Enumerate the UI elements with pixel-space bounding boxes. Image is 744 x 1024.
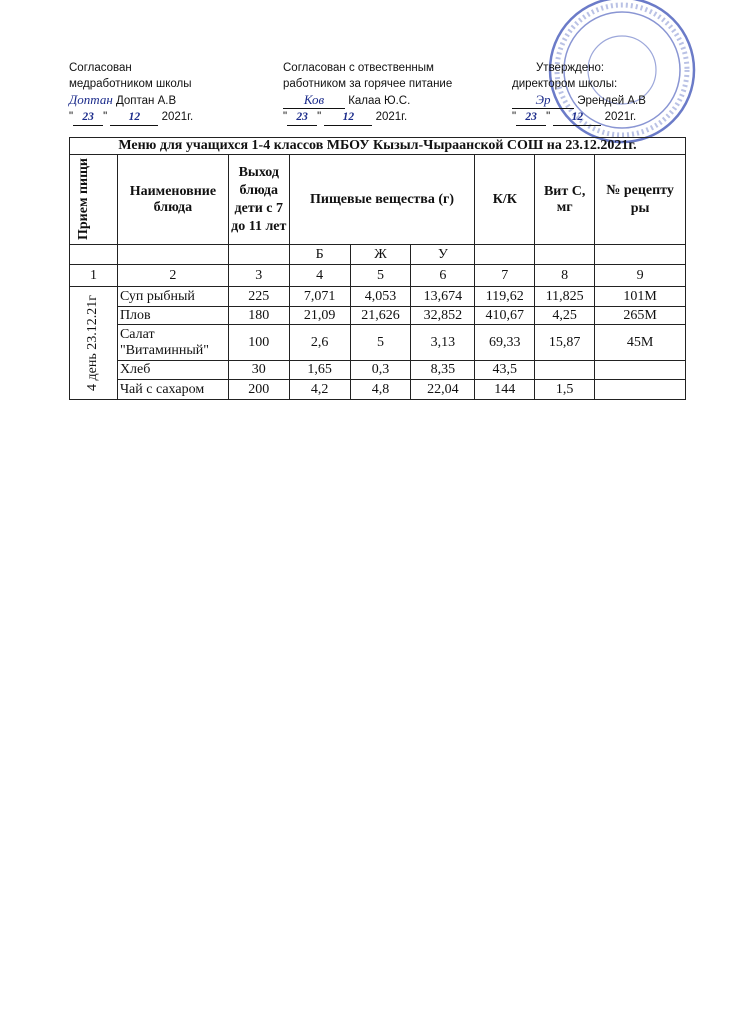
approval-line2: работником за горячее питание: [283, 78, 453, 90]
dish-name: Салат "Витаминный": [116, 324, 229, 361]
vitc: 11,825: [534, 286, 596, 307]
approval-line1: Утверждено:: [536, 62, 605, 74]
dish-name: Хлеб: [116, 360, 229, 380]
approval-director: Утверждено: директором школы: Эр Эрендей…: [512, 60, 646, 126]
header-meal: Прием пищи: [69, 154, 118, 245]
header-dish: Наименовние блюда: [116, 154, 229, 245]
kcal: 119,62: [474, 286, 536, 307]
approval-line2: медработником школы: [69, 78, 192, 90]
carbs: 3,13: [410, 324, 476, 361]
recipe: [594, 360, 686, 380]
portion: 225: [227, 286, 290, 307]
dish-name: Плов: [116, 306, 229, 325]
approval-line1: Согласован с отвественным: [283, 62, 434, 74]
col-num: 8: [534, 264, 596, 287]
protein: 7,071: [288, 286, 351, 307]
table-row: Чай с сахаром 200 4,2 4,8 22,04 144 1,5: [70, 379, 686, 400]
approver-name: Калаа Ю.С.: [348, 95, 411, 107]
header-recipe: № рецепту ры: [594, 154, 686, 245]
portion: 100: [227, 324, 290, 361]
carbs: 22,04: [410, 379, 476, 400]
carbs: 13,674: [410, 286, 476, 307]
fat: 4,8: [349, 379, 412, 400]
day: 23: [287, 109, 318, 126]
recipe: [594, 379, 686, 400]
signature: Эр: [512, 92, 574, 109]
header-fat: Ж: [349, 244, 412, 265]
year: 2021г.: [161, 111, 194, 123]
header-nutrients: Пищевые вещества (г): [288, 154, 476, 245]
approval-food: Согласован с отвественным работником за …: [283, 60, 452, 126]
portion: 180: [227, 306, 290, 325]
kcal: 144: [474, 379, 536, 400]
carbs: 32,852: [410, 306, 476, 325]
year: 2021г.: [604, 111, 637, 123]
header-vitc: Вит С, мг: [534, 154, 596, 245]
col-num: 5: [349, 264, 412, 287]
approver-name: Доптан А.В: [115, 95, 177, 107]
kcal: 69,33: [474, 324, 536, 361]
vitc: 4,25: [534, 306, 596, 325]
protein: 4,2: [288, 379, 351, 400]
col-num: 4: [288, 264, 351, 287]
dish-name: Суп рыбный: [116, 286, 229, 307]
col-num: 7: [474, 264, 536, 287]
month: 12: [324, 109, 373, 126]
table-row: Хлеб 30 1,65 0,3 8,35 43,5: [70, 360, 686, 380]
col-num: 6: [410, 264, 476, 287]
col-num: 9: [594, 264, 686, 287]
protein: 2,6: [288, 324, 351, 361]
vitc: [534, 360, 596, 380]
year: 2021г.: [375, 111, 408, 123]
portion: 30: [227, 360, 290, 380]
day: 23: [516, 109, 547, 126]
recipe: 265М: [594, 306, 686, 325]
kcal: 410,67: [474, 306, 536, 325]
table-row: Плов 180 21,09 21,626 32,852 410,67 4,25 265М: [70, 306, 686, 325]
fat: 0,3: [349, 360, 412, 380]
protein: 1,65: [288, 360, 351, 380]
recipe: 101М: [594, 286, 686, 307]
fat: 21,626: [349, 306, 412, 325]
portion: 200: [227, 379, 290, 400]
day-label: 4 день 23.12.21г: [69, 286, 118, 400]
recipe: 45М: [594, 324, 686, 361]
protein: 21,09: [288, 306, 351, 325]
table-row: Салат "Витаминный" 100 2,6 5 3,13 69,33 15,87 4…: [70, 324, 686, 361]
approver-name: Эрендей А.В: [577, 95, 646, 107]
day: 23: [73, 109, 104, 126]
table-row: 4 день 23.12.21г Суп рыбный 225 7,071 4,053…: [69, 286, 686, 400]
approval-medical: Согласован медработником школы Доптан До…: [69, 60, 193, 126]
col-num: 3: [227, 264, 290, 287]
month: 12: [553, 109, 602, 126]
col-num: 2: [116, 264, 229, 287]
approval-line2: директором школы:: [512, 78, 618, 90]
dish-name: Чай с сахаром: [116, 379, 229, 400]
vitc: 1,5: [534, 379, 596, 400]
col-num: 1: [69, 264, 118, 287]
header-carbs: У: [410, 244, 476, 265]
header-kcal: К/К: [474, 154, 536, 245]
menu-table: Меню для учащихся 1-4 классов МБОУ Кызыл…: [69, 137, 686, 400]
signature: Ков: [283, 92, 345, 109]
table-title: Меню для учащихся 1-4 классов МБОУ Кызыл…: [69, 137, 686, 155]
header-protein: Б: [288, 244, 351, 265]
carbs: 8,35: [410, 360, 476, 380]
fat: 5: [349, 324, 412, 361]
kcal: 43,5: [474, 360, 536, 380]
month: 12: [110, 109, 159, 126]
fat: 4,053: [349, 286, 412, 307]
approval-line1: Согласован: [69, 62, 132, 74]
header-portion: Выход блюда дети с 7 до 11 лет: [227, 154, 290, 245]
vitc: 15,87: [534, 324, 596, 361]
signature: Доптан: [69, 92, 113, 107]
